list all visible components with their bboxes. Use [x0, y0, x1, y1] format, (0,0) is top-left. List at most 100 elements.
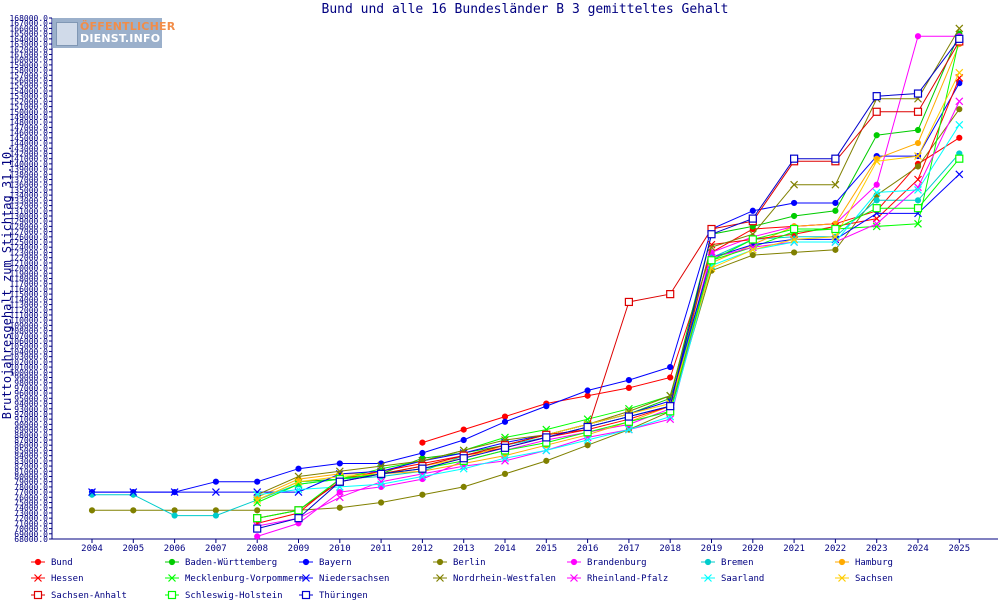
- legend-item: Bremen: [701, 558, 754, 568]
- series-13: [253, 68, 964, 504]
- y-tick-label: 168000.0: [9, 14, 48, 23]
- y-tick-label: 77000.0: [14, 488, 48, 497]
- y-tick-label: 147000.0: [9, 123, 48, 132]
- y-tick-label: 101000.0: [9, 363, 48, 372]
- x-tick-label: 2004: [81, 544, 103, 554]
- data-point: [212, 512, 219, 519]
- data-point: [211, 488, 220, 497]
- data-point: [254, 533, 261, 540]
- data-point: [501, 454, 509, 463]
- series-line: [256, 43, 960, 498]
- y-tick-label: 112000.0: [9, 306, 48, 315]
- legend-item: Mecklenburg-Vorpommern: [165, 574, 304, 584]
- data-point: [831, 154, 840, 163]
- data-point: [749, 207, 756, 214]
- y-tick-label: 69000.0: [14, 530, 48, 539]
- data-point: [542, 446, 551, 455]
- data-point: [914, 186, 922, 194]
- y-tick-label: 99000.0: [14, 373, 48, 382]
- y-tick-label: 166000.0: [9, 24, 48, 33]
- legend-label: Baden-Württemberg: [185, 558, 277, 568]
- legend-item: Niedersachsen: [299, 574, 389, 584]
- y-tick-label: 120000.0: [9, 264, 48, 273]
- series-15: [253, 154, 964, 523]
- data-point: [956, 106, 963, 113]
- y-tick-label: 111000.0: [9, 311, 48, 320]
- data-point: [335, 477, 344, 486]
- y-tick-label: 152000.0: [9, 97, 48, 106]
- y-tick-label: 71000.0: [14, 519, 48, 528]
- y-tick-label: 97000.0: [14, 384, 48, 393]
- y-tick-label: 162000.0: [9, 45, 48, 54]
- y-tick-label: 89000.0: [14, 426, 48, 435]
- legend-label: Bund: [51, 558, 73, 568]
- y-tick-label: 85000.0: [14, 446, 48, 455]
- data-point: [419, 439, 426, 446]
- data-point: [543, 403, 550, 410]
- legend-label: Hessen: [51, 574, 84, 584]
- y-tick-label: 123000.0: [9, 248, 48, 257]
- data-point: [913, 204, 923, 213]
- data-point: [418, 472, 427, 481]
- y-tick-label: 68000.0: [14, 535, 48, 544]
- y-tick-label: 118000.0: [9, 275, 48, 284]
- y-tick-label: 155000.0: [9, 82, 48, 91]
- series-11: [253, 97, 964, 530]
- data-point: [872, 107, 881, 116]
- data-point: [583, 422, 592, 432]
- data-point: [377, 480, 386, 489]
- y-tick-label: 142000.0: [9, 149, 48, 158]
- y-tick-label: 78000.0: [14, 483, 48, 492]
- data-point: [955, 170, 964, 179]
- y-tick-label: 74000.0: [14, 504, 48, 513]
- logo-text-line1: ÖFFENTLICHER: [80, 20, 176, 33]
- data-point: [914, 33, 922, 40]
- y-tick-label: 72000.0: [14, 514, 48, 523]
- y-tick-label: 83000.0: [14, 457, 48, 466]
- series-line: [256, 33, 960, 501]
- data-point: [791, 212, 798, 220]
- y-tick-label: 157000.0: [9, 71, 48, 80]
- data-point: [872, 92, 881, 101]
- y-tick-label: 90000.0: [14, 420, 48, 429]
- x-tick-label: 2015: [535, 544, 557, 554]
- series-0: [419, 134, 963, 446]
- legend-marker: [838, 558, 846, 566]
- legend-item: Baden-Württemberg: [165, 558, 277, 568]
- y-tick-label: 117000.0: [9, 280, 48, 289]
- legend-marker: [570, 558, 578, 566]
- legend: Bund Baden-Württemberg Bayern Berlin Branden…: [31, 558, 893, 600]
- x-tick-label: 2020: [742, 544, 764, 554]
- x-tick-label: 2025: [948, 544, 970, 554]
- data-point: [212, 507, 219, 514]
- y-tick-label: 107000.0: [9, 332, 48, 341]
- y-tick-label: 91000.0: [14, 415, 48, 424]
- legend-item: Bayern: [299, 558, 352, 568]
- data-point: [542, 433, 551, 442]
- legend-label: Mecklenburg-Vorpommern: [185, 574, 304, 584]
- series-line: [257, 158, 960, 519]
- y-tick-label: 79000.0: [14, 478, 48, 487]
- y-tick-label: 158000.0: [9, 66, 48, 75]
- data-point: [624, 425, 633, 434]
- series-6: [254, 40, 963, 501]
- data-point: [294, 506, 303, 515]
- y-tick-label: 156000.0: [9, 77, 48, 86]
- data-point: [584, 387, 591, 394]
- x-tick-label: 2010: [329, 544, 351, 554]
- y-tick-label: 121000.0: [9, 259, 48, 268]
- logo: ÖFFENTLICHER DIENST.INFO: [52, 18, 175, 48]
- series-line: [257, 38, 960, 530]
- y-tick-label: 136000.0: [9, 181, 48, 190]
- data-point: [625, 376, 633, 384]
- legend-item: Bund: [31, 558, 73, 568]
- legend-item: Nordrhein-Westfalen: [433, 574, 556, 584]
- y-tick-label: 132000.0: [9, 202, 48, 211]
- legend-item: Brandenburg: [567, 558, 647, 568]
- x-tick-label: 2014: [494, 544, 516, 554]
- data-point: [170, 488, 179, 497]
- y-tick-label: 146000.0: [9, 129, 48, 138]
- data-point: [872, 157, 881, 166]
- legend-marker: [167, 590, 177, 600]
- y-tick-label: 145000.0: [9, 134, 48, 143]
